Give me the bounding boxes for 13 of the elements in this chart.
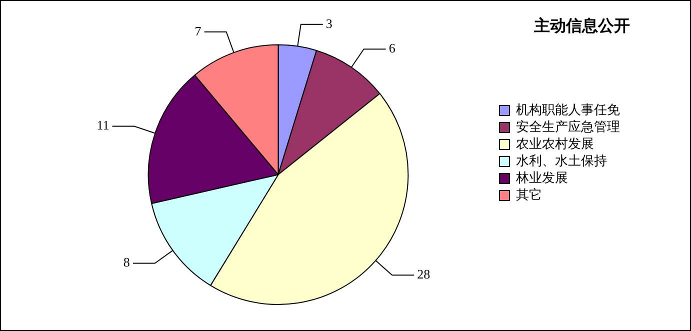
- data-label: 28: [417, 266, 430, 282]
- legend-label: 水利、水土保持: [516, 154, 607, 169]
- legend-label: 林业发展: [515, 170, 568, 186]
- data-label: 7: [194, 23, 202, 38]
- data-label: 3: [326, 16, 332, 31]
- data-label: 8: [123, 254, 130, 270]
- data-label: 11: [96, 118, 110, 133]
- legend-label: 机构职能人事任免: [516, 102, 620, 118]
- legend-label: 安全生产应急管理: [516, 118, 620, 135]
- chart-title: 主动信息公开: [533, 16, 630, 35]
- legend-label: 其它: [516, 186, 542, 203]
- data-label: 6: [388, 40, 396, 56]
- legend-label: 农业农村发展: [516, 136, 594, 152]
